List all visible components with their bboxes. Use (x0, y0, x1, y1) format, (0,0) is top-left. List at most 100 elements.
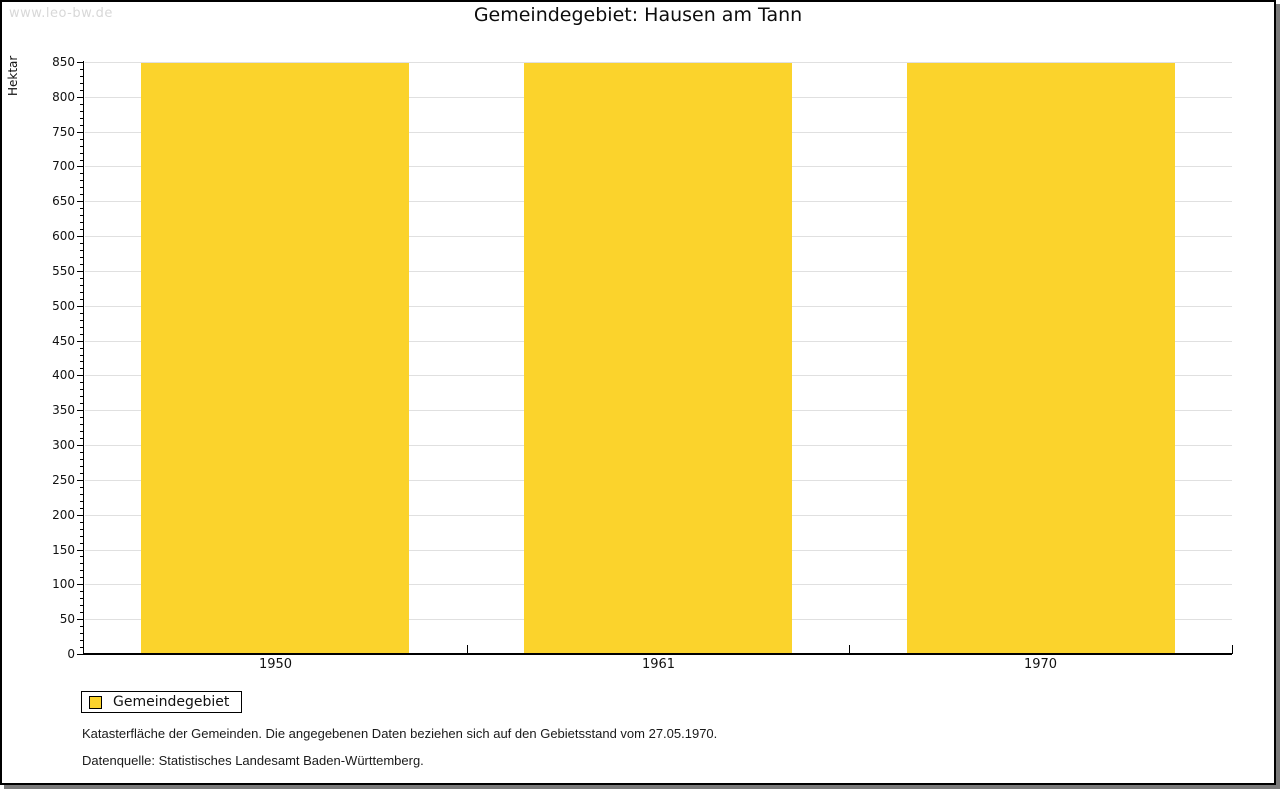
y-major-tick (77, 236, 84, 237)
y-minor-tick (80, 348, 84, 349)
y-minor-tick (80, 361, 84, 362)
y-minor-tick (80, 382, 84, 383)
y-minor-tick (80, 139, 84, 140)
y-minor-tick (80, 396, 84, 397)
y-minor-tick (80, 459, 84, 460)
y-minor-tick (80, 334, 84, 335)
y-tick-label-250: 250 (52, 473, 75, 487)
y-minor-tick (80, 529, 84, 530)
y-minor-tick (80, 543, 84, 544)
watermark: www.leo-bw.de (9, 6, 113, 21)
y-minor-tick (80, 508, 84, 509)
y-minor-tick (80, 320, 84, 321)
y-major-tick (77, 132, 84, 133)
y-minor-tick (80, 104, 84, 105)
y-minor-tick (80, 229, 84, 230)
y-minor-tick (80, 368, 84, 369)
y-minor-tick (80, 180, 84, 181)
y-minor-tick (80, 355, 84, 356)
y-minor-tick (80, 487, 84, 488)
y-tick-label-300: 300 (52, 438, 75, 452)
bar-1961 (524, 63, 792, 653)
y-major-tick (77, 515, 84, 516)
y-minor-tick (80, 194, 84, 195)
chart-title: Gemeindegebiet: Hausen am Tann (473, 4, 803, 26)
y-tick-label-500: 500 (52, 299, 75, 313)
y-minor-tick (80, 313, 84, 314)
y-tick-label-850: 850 (52, 55, 75, 69)
y-major-tick (77, 445, 84, 446)
y-major-tick (77, 201, 84, 202)
y-major-tick (77, 480, 84, 481)
y-minor-tick (80, 612, 84, 613)
y-minor-tick (80, 626, 84, 627)
y-tick-label-100: 100 (52, 577, 75, 591)
y-major-tick (77, 619, 84, 620)
legend: Gemeindegebiet (81, 691, 243, 713)
y-minor-tick (80, 187, 84, 188)
y-tick-label-0: 0 (67, 647, 75, 661)
x-axis-end-tick (1232, 645, 1233, 654)
y-minor-tick (80, 153, 84, 154)
y-minor-tick (80, 556, 84, 557)
y-minor-tick (80, 111, 84, 112)
y-major-tick (77, 62, 84, 63)
x-tick-label-1950: 1950 (258, 657, 293, 672)
y-tick-label-50: 50 (59, 612, 75, 626)
y-minor-tick (80, 278, 84, 279)
y-minor-tick (80, 417, 84, 418)
y-major-tick (77, 306, 84, 307)
y-tick-label-350: 350 (52, 403, 75, 417)
y-minor-tick (80, 473, 84, 474)
y-major-tick (77, 375, 84, 376)
y-minor-tick (80, 577, 84, 578)
y-minor-tick (80, 173, 84, 174)
legend-color-swatch (89, 695, 102, 709)
x-axis-separator-tick (467, 645, 468, 654)
y-major-tick (77, 166, 84, 167)
footnote-note: Katasterfläche der Gemeinden. Die angege… (82, 726, 718, 741)
y-minor-tick (80, 522, 84, 523)
y-minor-tick (80, 222, 84, 223)
x-axis-line (83, 653, 1232, 655)
y-minor-tick (80, 327, 84, 328)
y-minor-tick (80, 591, 84, 592)
y-major-tick (77, 97, 84, 98)
y-minor-tick (80, 160, 84, 161)
y-major-tick (77, 654, 84, 655)
footnote-datasource: Datenquelle: Statistisches Landesamt Bad… (82, 753, 424, 768)
y-tick-label-650: 650 (52, 194, 75, 208)
y-minor-tick (80, 215, 84, 216)
y-minor-tick (80, 424, 84, 425)
y-major-tick (77, 584, 84, 585)
y-major-tick (77, 550, 84, 551)
y-minor-tick (80, 536, 84, 537)
bar-1970 (907, 63, 1175, 653)
y-minor-tick (80, 647, 84, 648)
y-tick-label-550: 550 (52, 264, 75, 278)
y-minor-tick (80, 466, 84, 467)
y-minor-tick (80, 83, 84, 84)
y-minor-tick (80, 431, 84, 432)
y-minor-tick (80, 438, 84, 439)
legend-label: Gemeindegebiet (113, 694, 230, 710)
y-minor-tick (80, 633, 84, 634)
y-minor-tick (80, 118, 84, 119)
gridline-850 (85, 62, 1232, 63)
y-major-tick (77, 341, 84, 342)
y-minor-tick (80, 494, 84, 495)
y-minor-tick (80, 146, 84, 147)
y-tick-label-200: 200 (52, 508, 75, 522)
y-tick-label-700: 700 (52, 159, 75, 173)
y-minor-tick (80, 76, 84, 77)
y-tick-label-400: 400 (52, 368, 75, 382)
y-minor-tick (80, 640, 84, 641)
y-minor-tick (80, 389, 84, 390)
y-minor-tick (80, 125, 84, 126)
y-minor-tick (80, 598, 84, 599)
y-minor-tick (80, 299, 84, 300)
y-minor-tick (80, 264, 84, 265)
y-minor-tick (80, 563, 84, 564)
y-tick-label-150: 150 (52, 543, 75, 557)
y-minor-tick (80, 570, 84, 571)
